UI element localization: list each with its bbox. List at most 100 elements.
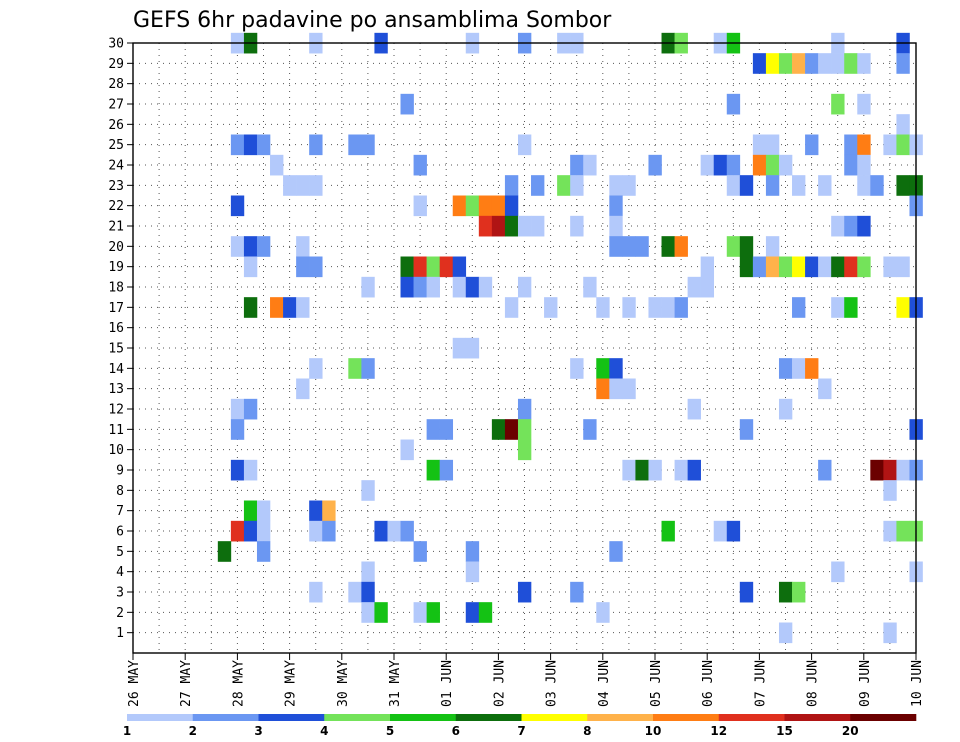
- y-tick-label: 14: [108, 362, 124, 377]
- heatmap-cell: [243, 256, 258, 278]
- colorbar-swatch: [521, 714, 588, 721]
- colorbar-label: 15: [776, 724, 793, 738]
- heatmap-cell: [531, 215, 545, 237]
- heatmap-cell: [818, 175, 832, 196]
- heatmap-cell: [609, 195, 623, 217]
- y-tick-label: 5: [116, 545, 124, 560]
- y-tick-label: 7: [116, 504, 124, 519]
- heatmap-cell: [700, 276, 715, 298]
- colorbar-swatch: [784, 714, 851, 721]
- colorbar-label: 6: [452, 724, 460, 738]
- heatmap-cell: [426, 276, 440, 298]
- heatmap-cell: [896, 520, 910, 542]
- heatmap-cell: [243, 134, 258, 156]
- x-tick-label: 28 MAY: [231, 660, 246, 707]
- y-tick-label: 12: [108, 403, 124, 418]
- colorbar-label: 20: [842, 724, 859, 738]
- y-tick-label: 11: [108, 423, 124, 438]
- heatmap-cell: [374, 602, 388, 623]
- heatmap-cell: [465, 541, 480, 562]
- heatmap-cell: [322, 520, 336, 542]
- heatmap-cell: [778, 53, 793, 74]
- heatmap-cell: [739, 236, 754, 257]
- colorbar-label: 8: [583, 724, 591, 738]
- x-tick-label: 27 MAY: [179, 660, 194, 707]
- x-tick-label: 04 JUN: [597, 660, 612, 707]
- heatmap-cell: [296, 378, 310, 400]
- heatmap-cell: [648, 297, 662, 318]
- heatmap-cell: [465, 561, 480, 583]
- y-tick-label: 19: [108, 260, 124, 275]
- heatmap-cell: [413, 256, 427, 278]
- heatmap-cell: [857, 256, 871, 278]
- heatmap-cell: [361, 134, 375, 156]
- colorbar-swatch: [587, 714, 654, 721]
- heatmap-cell: [752, 134, 767, 156]
- heatmap-cell: [765, 175, 780, 196]
- heatmap-cell: [883, 134, 897, 156]
- x-axis: 26 MAY 27 MAY 28 MAY 29 MAY 30 MAY 31 MAY 01 J…: [127, 653, 925, 707]
- y-tick-label: 22: [108, 199, 124, 214]
- heatmap-cell: [256, 520, 271, 542]
- heatmap-cell: [583, 419, 597, 440]
- heatmap-cell: [661, 297, 675, 318]
- heatmap-cell: [896, 175, 910, 196]
- heatmap-cell: [778, 581, 793, 603]
- heatmap-cell: [648, 459, 662, 481]
- heatmap-cell: [596, 378, 610, 400]
- heatmap-cell: [687, 398, 701, 420]
- y-tick-label: 30: [108, 37, 124, 52]
- y-tick-label: 3: [116, 586, 124, 601]
- heatmap-cell: [831, 256, 845, 278]
- heatmap-cell: [439, 459, 454, 481]
- heatmap-cell: [609, 175, 623, 196]
- heatmap-cell: [648, 154, 662, 176]
- y-tick-label: 6: [116, 525, 124, 540]
- heatmap-cell: [792, 256, 806, 278]
- heatmap-cell: [844, 215, 858, 237]
- heatmap-cell: [400, 276, 414, 298]
- heatmap-cell: [805, 53, 819, 74]
- heatmap-cell: [517, 439, 532, 461]
- heatmap-cell: [596, 602, 610, 623]
- heatmap-cell: [400, 439, 414, 461]
- x-tick-label: 05 JUN: [649, 660, 664, 707]
- y-axis: 1234567891011121314151617181920212223242…: [108, 37, 133, 641]
- heatmap-cell: [792, 175, 806, 196]
- heatmap-cell: [596, 297, 610, 318]
- heatmap-cell: [230, 236, 245, 257]
- heatmap-cell: [400, 93, 414, 115]
- heatmap-cell: [491, 195, 506, 217]
- colorbar-label: 2: [189, 724, 197, 738]
- heatmap-cell: [805, 134, 819, 156]
- heatmap-cell: [452, 276, 467, 298]
- y-tick-label: 27: [108, 98, 124, 113]
- heatmap-cell: [296, 236, 310, 257]
- heatmap-cell: [726, 154, 741, 176]
- heatmap-cell: [504, 215, 519, 237]
- heatmap-cell: [217, 541, 232, 562]
- heatmap-cell: [622, 378, 636, 400]
- heatmap-cell: [413, 154, 427, 176]
- heatmap-cell: [765, 134, 780, 156]
- heatmap-cell: [348, 581, 362, 603]
- heatmap-cell: [296, 256, 310, 278]
- x-tick-label: 01 JUN: [440, 660, 455, 707]
- heatmap-cell: [896, 297, 910, 318]
- heatmap-cell: [400, 256, 414, 278]
- heatmap-cell: [857, 175, 871, 196]
- heatmap-cell: [283, 175, 297, 196]
- heatmap-cell: [309, 358, 323, 379]
- heatmap-cell: [739, 581, 754, 603]
- heatmap-cell: [309, 134, 323, 156]
- heatmap-cell: [230, 520, 245, 542]
- x-tick-label: 03 JUN: [545, 660, 560, 707]
- heatmap-cell: [870, 175, 884, 196]
- heatmap-cell: [818, 459, 832, 481]
- colorbar-label: 3: [254, 724, 262, 738]
- heatmap-cell: [831, 561, 845, 583]
- heatmap-cell: [504, 175, 519, 196]
- heatmap-cell: [674, 459, 688, 481]
- heatmap-cell: [752, 256, 767, 278]
- y-tick-label: 17: [108, 301, 124, 316]
